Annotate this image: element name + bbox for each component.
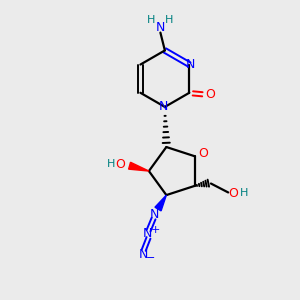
Text: O: O	[198, 147, 208, 160]
Polygon shape	[129, 162, 149, 171]
Text: H: H	[147, 15, 155, 25]
Text: H: H	[164, 15, 173, 25]
Text: N: N	[156, 21, 165, 34]
Text: H: H	[239, 188, 248, 198]
Text: N: N	[149, 208, 159, 221]
Text: N: N	[143, 227, 153, 240]
Text: N: N	[186, 58, 196, 71]
Text: O: O	[115, 158, 125, 171]
Text: N: N	[139, 248, 148, 261]
Text: N: N	[159, 100, 168, 113]
Text: O: O	[205, 88, 215, 101]
Polygon shape	[155, 195, 166, 211]
Text: −: −	[146, 253, 155, 263]
Text: +: +	[150, 225, 160, 235]
Text: O: O	[229, 188, 238, 200]
Text: H: H	[107, 159, 115, 169]
